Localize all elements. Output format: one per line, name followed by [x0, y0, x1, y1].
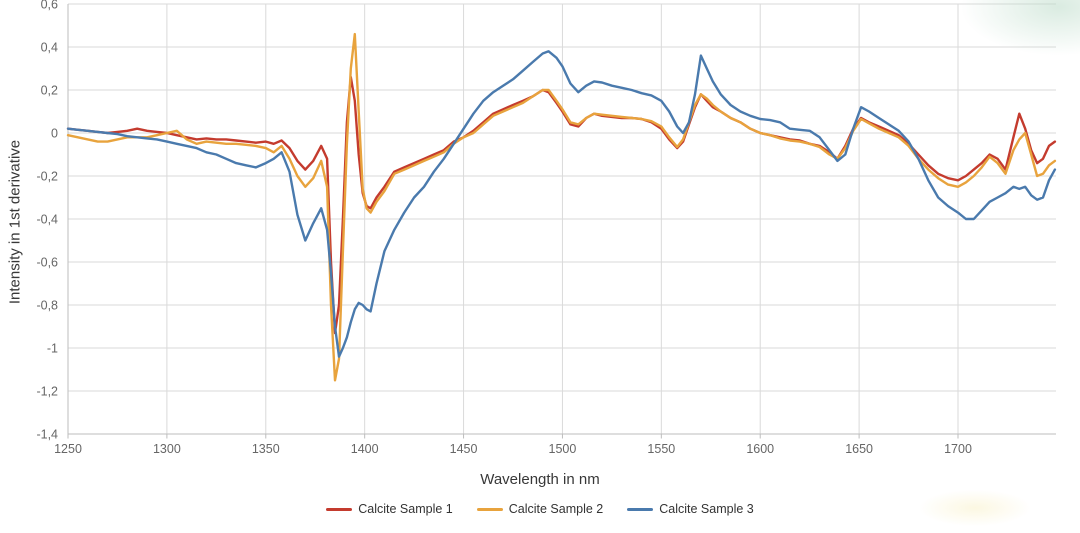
x-tick-label: 1300 [153, 442, 181, 456]
series-lines [66, 32, 1057, 382]
y-tick-label: 0 [51, 127, 58, 141]
y-tick-label: -1 [47, 342, 58, 356]
series-line-3 [66, 50, 1057, 358]
axis-lines [67, 4, 1056, 439]
y-axis-title: Intensity in 1st derivative [6, 139, 24, 305]
legend-item: Calcite Sample 1 [326, 502, 453, 516]
y-axis-tick-labels: 0,6 0,4 0,2 0 -0,2 -0,4 -0,6 -0,8 -1 -1,2 -1,4 [36, 0, 58, 442]
legend-swatch-3 [627, 507, 654, 511]
y-tick-label: 0,4 [41, 41, 58, 55]
x-tick-label: 1400 [351, 442, 379, 456]
legend-swatch-1 [326, 507, 353, 511]
y-tick-label: -1,2 [36, 385, 58, 399]
series-line-2 [66, 32, 1057, 382]
y-tick-label: -0,8 [36, 299, 58, 313]
x-tick-label: 1600 [746, 442, 774, 456]
y-tick-label: -0,2 [36, 170, 58, 184]
x-axis-title: Wavelength in nm [480, 471, 600, 488]
legend-item: Calcite Sample 2 [476, 502, 604, 516]
legend-swatch-2 [476, 507, 503, 511]
legend-item-label: Calcite Sample 2 [508, 502, 604, 516]
x-tick-label: 1550 [647, 442, 675, 456]
gridlines [68, 3, 1056, 435]
x-axis-tick-labels: 1250 1300 1350 1400 1450 1500 1550 1600 1650 1700 [54, 442, 972, 456]
y-tick-label: -1,4 [36, 428, 58, 442]
legend-item-label: Calcite Sample 1 [358, 502, 453, 516]
x-tick-label: 1350 [252, 442, 280, 456]
y-tick-label: -0,4 [36, 213, 58, 227]
x-tick-label: 1500 [549, 442, 577, 456]
legend-item-label: Calcite Sample 3 [659, 502, 754, 516]
x-tick-label: 1700 [944, 442, 972, 456]
x-tick-label: 1450 [450, 442, 478, 456]
x-tick-label: 1250 [54, 442, 82, 456]
y-tick-label: -0,6 [36, 256, 58, 270]
legend: Calcite Sample 1 Calcite Sample 2 Calcite … [0, 502, 1080, 516]
series-line-1 [66, 75, 1057, 335]
y-tick-label: 0,2 [41, 84, 58, 98]
x-tick-label: 1650 [845, 442, 873, 456]
legend-item: Calcite Sample 3 [627, 502, 754, 516]
y-tick-label: 0,6 [41, 0, 58, 12]
